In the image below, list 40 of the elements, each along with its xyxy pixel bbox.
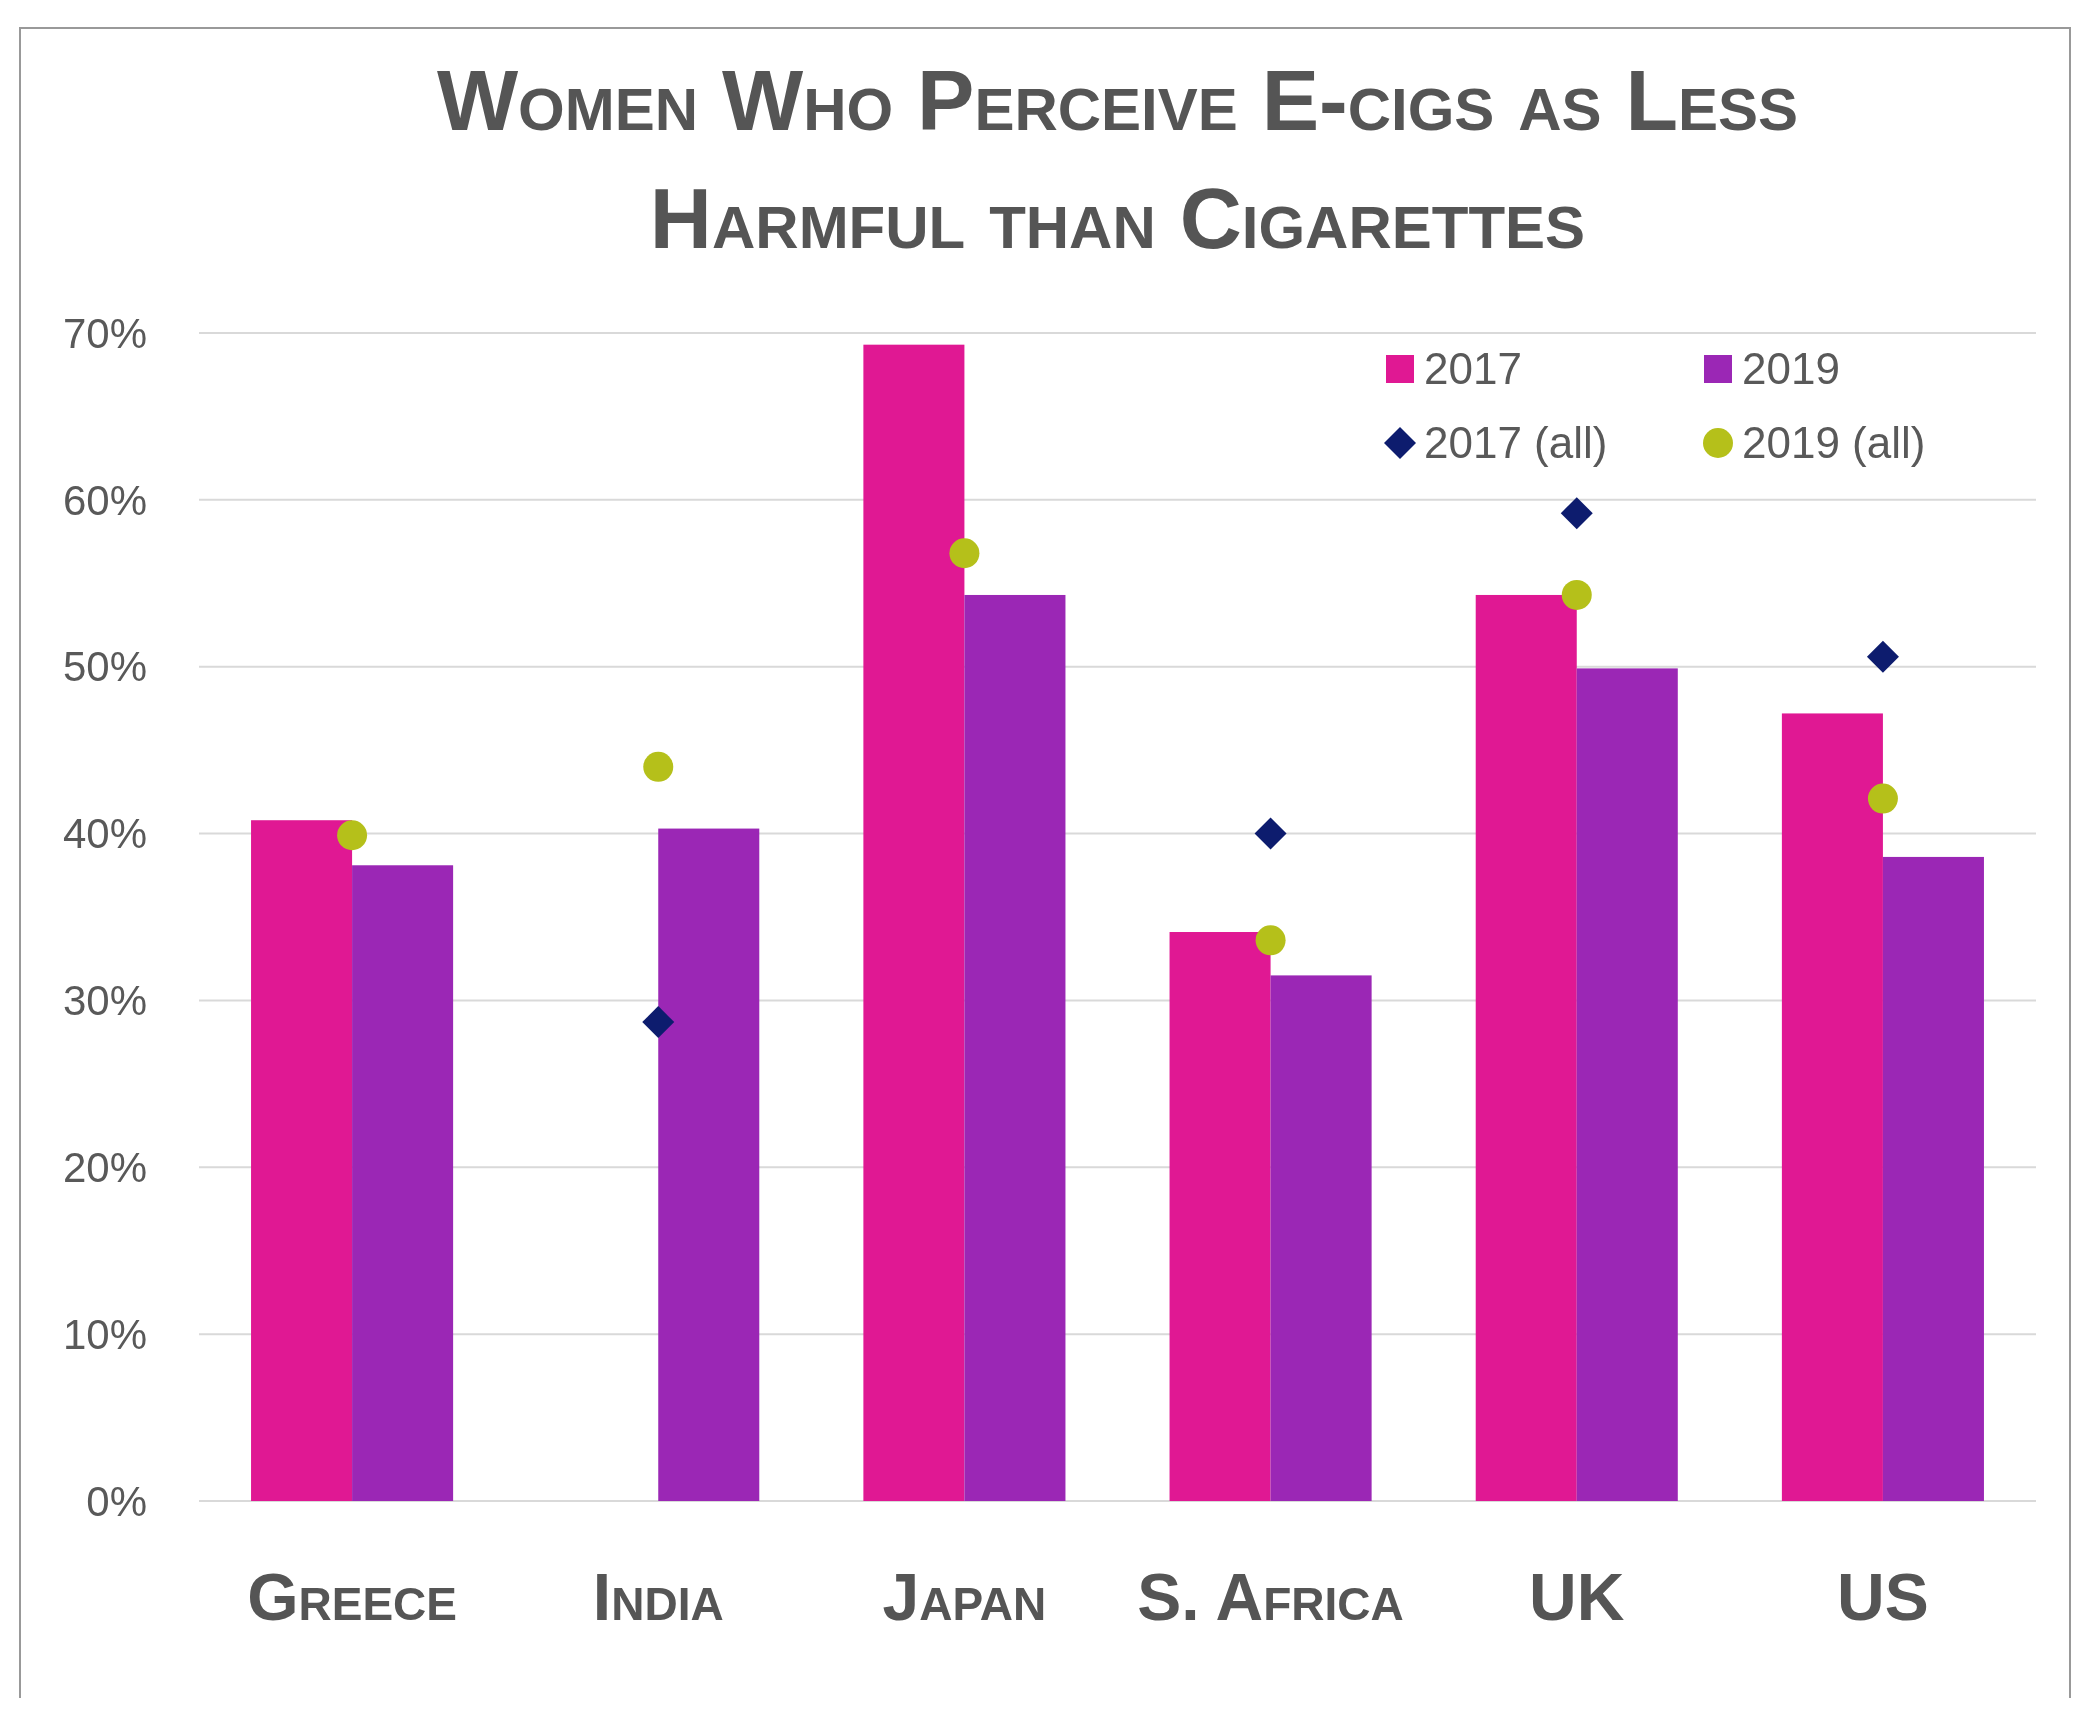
- y-tick-label: 40%: [62, 810, 147, 858]
- point: [1560, 497, 1593, 530]
- bar: [1781, 713, 1883, 1501]
- y-tick-label: 20%: [62, 1143, 147, 1191]
- point: [642, 1006, 675, 1039]
- legend-label: 2019 (all): [1742, 418, 1926, 468]
- point: [337, 820, 368, 851]
- point: [1867, 783, 1898, 814]
- x-tick-label: US: [1837, 1560, 1929, 1634]
- bar: [1576, 668, 1678, 1501]
- y-tick-label: 10%: [62, 1310, 147, 1358]
- x-tick-label: Japan: [882, 1560, 1047, 1634]
- legend-label: 2017 (all): [1424, 418, 1608, 468]
- point: [643, 751, 674, 782]
- y-tick-label: 60%: [62, 476, 147, 524]
- point: [1254, 817, 1287, 850]
- point: [1561, 579, 1592, 610]
- chart-title: Women Who Perceive E-cigs as Less Harmful than Cigarettes: [436, 52, 1799, 266]
- y-tick-label: 0%: [86, 1477, 147, 1525]
- y-tick-label: 30%: [62, 977, 147, 1025]
- x-tick-label: India: [592, 1560, 724, 1634]
- point: [1866, 640, 1899, 673]
- x-tick-label: UK: [1529, 1560, 1625, 1634]
- y-tick-label: 50%: [62, 643, 147, 691]
- bar: [1475, 594, 1577, 1501]
- bar: [352, 865, 454, 1501]
- bar: [863, 344, 965, 1501]
- point: [949, 538, 980, 569]
- x-tick-label: S. Africa: [1137, 1560, 1404, 1634]
- legend-label: 2017: [1424, 344, 1522, 394]
- bar: [964, 594, 1066, 1501]
- bar: [251, 820, 353, 1501]
- bar: [1270, 975, 1372, 1501]
- y-tick-label: 70%: [62, 309, 147, 357]
- x-tick-label: Greece: [247, 1560, 457, 1634]
- point: [1255, 925, 1286, 956]
- bar: [1169, 932, 1271, 1501]
- bar: [658, 828, 760, 1501]
- bar: [1882, 856, 1984, 1501]
- legend-label: 2019: [1742, 344, 1840, 394]
